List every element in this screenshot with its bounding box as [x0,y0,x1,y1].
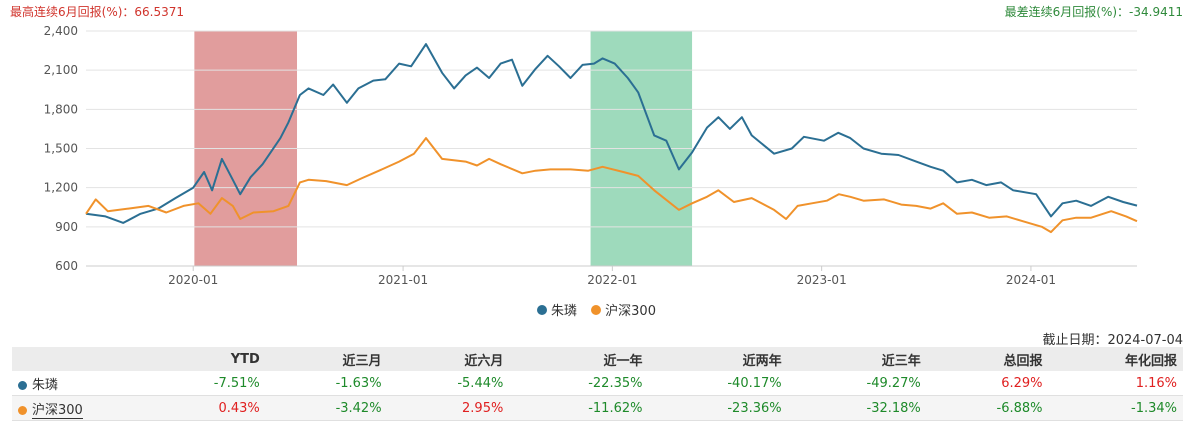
fund-series-line [85,43,1138,224]
header-total: 总回报 [926,347,1049,371]
cell: 1.16% [1048,371,1183,396]
y-tick-label: 1,500 [44,142,78,156]
cell: -23.36% [648,395,788,421]
cell: -5.44% [387,371,510,396]
x-tick-label: 2022-01 [587,273,637,287]
x-tick-label: 2020-01 [168,273,218,287]
cell: -49.27% [787,371,927,396]
worst-6m-return-label: 最差连续6月回报(%)：-34.9411 [1004,5,1183,19]
y-tick-label: 1,200 [44,181,78,195]
y-tick-label: 2,400 [44,24,78,38]
cell: 6.29% [926,371,1049,396]
fund-legend-dot-icon [537,304,547,315]
cell: -22.35% [509,371,649,396]
header-6m: 近六月 [387,347,510,371]
y-tick-label: 1,800 [44,102,78,116]
table-row: 沪深300 0.43% -3.42% 2.95% -11.62% -23.36%… [12,395,1183,421]
y-tick-label: 900 [55,220,78,234]
as-of-date: 截止日期：2024-07-04 [1042,333,1183,348]
row-name-index[interactable]: 沪深300 [12,395,144,421]
header-1y: 近一年 [509,347,649,371]
legend-index-label: 沪深300 [605,304,656,319]
y-tick-label: 2,100 [44,63,78,77]
y-tick-label: 600 [55,259,78,273]
best-6m-return-label: 最高连续6月回报(%)：66.5371 [10,5,185,19]
x-tick-label: 2023-01 [797,273,847,287]
header-3y: 近三年 [787,347,927,371]
fund-dot-icon [18,380,27,390]
cell: -1.34% [1048,395,1183,421]
chart-legend: 朱璘 沪深300 [0,300,1193,319]
cell: 0.43% [144,395,266,421]
cell: -1.63% [265,371,388,396]
cell: -6.88% [926,395,1049,421]
header-name [12,347,144,371]
cell: -40.17% [648,371,788,396]
cell: -3.42% [265,395,388,421]
header-annualized: 年化回报 [1048,347,1183,371]
cell: -7.51% [144,371,266,396]
legend-item-fund[interactable]: 朱璘 [537,300,577,319]
index-legend-dot-icon [591,304,602,315]
table-header-row: YTD 近三月 近六月 近一年 近两年 近三年 总回报 年化回报 [12,347,1183,371]
header-3m: 近三月 [265,347,388,371]
x-tick-label: 2024-01 [1006,273,1056,287]
cell: 2.95% [387,395,510,421]
header-2y: 近两年 [648,347,788,371]
index-dot-icon [18,405,27,415]
fund-name: 朱璘 [32,377,59,393]
table-row: 朱璘 -7.51% -1.63% -5.44% -22.35% -40.17% … [12,371,1183,396]
cell: -11.62% [509,395,649,421]
legend-item-index[interactable]: 沪深300 [591,300,656,319]
x-tick-label: 2021-01 [378,273,428,287]
row-name-fund[interactable]: 朱璘 [12,371,144,396]
index-series-line [85,137,1138,234]
legend-fund-label: 朱璘 [551,304,578,319]
header-ytd: YTD [144,347,266,371]
cell: -32.18% [787,395,927,421]
index-name[interactable]: 沪深300 [32,402,83,419]
performance-table: YTD 近三月 近六月 近一年 近两年 近三年 总回报 年化回报 朱璘 -7.5… [12,347,1183,421]
performance-line-chart: 600 900 1,200 1,500 1,800 2,100 2,400 2020-01 20… [44,24,1138,287]
